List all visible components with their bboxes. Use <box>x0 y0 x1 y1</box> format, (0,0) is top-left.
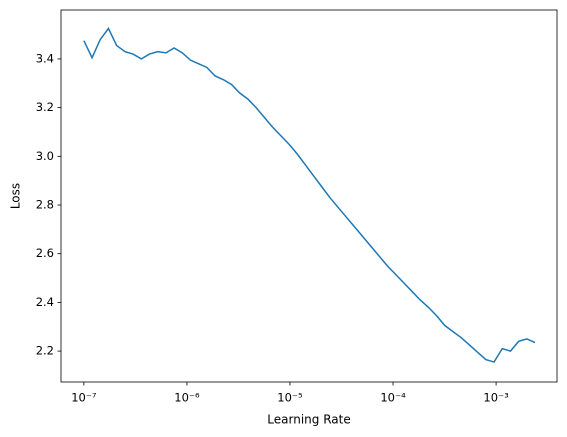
y-axis-label: Loss <box>9 183 23 209</box>
x-axis-label: Learning Rate <box>267 413 350 427</box>
y-tick-label: 3.2 <box>36 100 54 114</box>
plot-frame <box>60 9 558 383</box>
x-tick-label: 10⁻³ <box>483 391 509 405</box>
x-tick-label: 10⁻⁷ <box>71 391 97 405</box>
y-tick-label: 2.8 <box>36 198 54 212</box>
y-tick-label: 2.6 <box>36 246 54 260</box>
x-tick-label: 10⁻⁴ <box>380 391 406 405</box>
y-tick-label: 2.4 <box>36 295 54 309</box>
x-tick-label: 10⁻⁵ <box>277 391 303 405</box>
y-tick-label: 3.4 <box>36 51 54 65</box>
loss-line <box>83 27 536 363</box>
x-tick-label: 10⁻⁶ <box>174 391 200 405</box>
y-tick-label: 3.0 <box>36 149 54 163</box>
y-tick-label: 2.2 <box>36 344 54 358</box>
